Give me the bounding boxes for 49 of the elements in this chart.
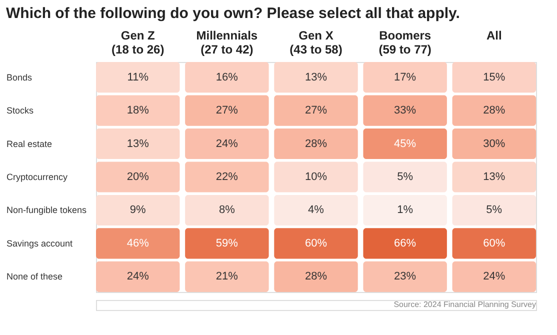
data-label: 24% (483, 270, 506, 283)
data-label: 45% (394, 138, 416, 150)
data-label: 20% (126, 171, 150, 183)
data-label: 16% (216, 71, 238, 84)
y-tick-label: Bonds (6, 72, 33, 82)
data-label: 28% (483, 104, 506, 117)
data-label: 24% (216, 138, 238, 150)
data-label: 28% (304, 270, 328, 283)
data-label: 17% (394, 71, 416, 84)
y-tick-label: Cryptocurrency (6, 172, 68, 182)
data-label: 59% (216, 237, 238, 250)
data-label: 33% (394, 104, 416, 117)
data-label: 18% (126, 104, 150, 117)
x-tick-label: Millennials (27 to 42) (196, 28, 258, 56)
chart-title: Which of the following do you own? Please select all that apply. (6, 5, 460, 22)
data-label: 4% (308, 204, 324, 216)
data-label: 24% (126, 270, 150, 283)
y-tick-label: Stocks (6, 106, 34, 116)
data-label: 13% (126, 138, 150, 150)
data-label: 21% (216, 270, 238, 283)
data-label: 28% (304, 138, 328, 150)
data-label: 27% (304, 104, 328, 117)
data-label: 10% (304, 171, 328, 183)
data-label: 66% (394, 237, 416, 250)
data-label: 30% (483, 138, 506, 150)
data-label: 60% (483, 237, 506, 250)
data-label: 13% (483, 171, 506, 183)
y-tick-label: Real estate (6, 138, 52, 149)
data-label: 23% (394, 270, 416, 283)
x-tick-label: Gen X (43 to 58) (290, 28, 342, 56)
data-label: 46% (126, 237, 150, 250)
data-label: 13% (304, 71, 328, 84)
y-tick-label: Non-fungible tokens (6, 205, 88, 216)
x-tick-label: Boomers (59 to 77) (378, 28, 432, 56)
data-label: 9% (130, 204, 146, 216)
data-label: 1% (397, 204, 414, 216)
source-note: Source: 2024 Financial Planning Survey (394, 300, 536, 309)
y-tick-label: None of these (6, 272, 63, 282)
data-label: 5% (486, 204, 502, 216)
data-label: 60% (304, 237, 328, 250)
data-label: 8% (218, 204, 236, 216)
data-label: 15% (483, 71, 506, 84)
x-tick-label: All (486, 28, 502, 42)
y-tick-label: Savings account (6, 238, 74, 248)
x-tick-label: Gen Z (18 to 26) (112, 28, 164, 56)
data-label: 27% (216, 104, 238, 117)
data-label: 22% (216, 171, 238, 183)
data-label: 5% (397, 171, 414, 183)
data-label: 11% (127, 71, 149, 84)
